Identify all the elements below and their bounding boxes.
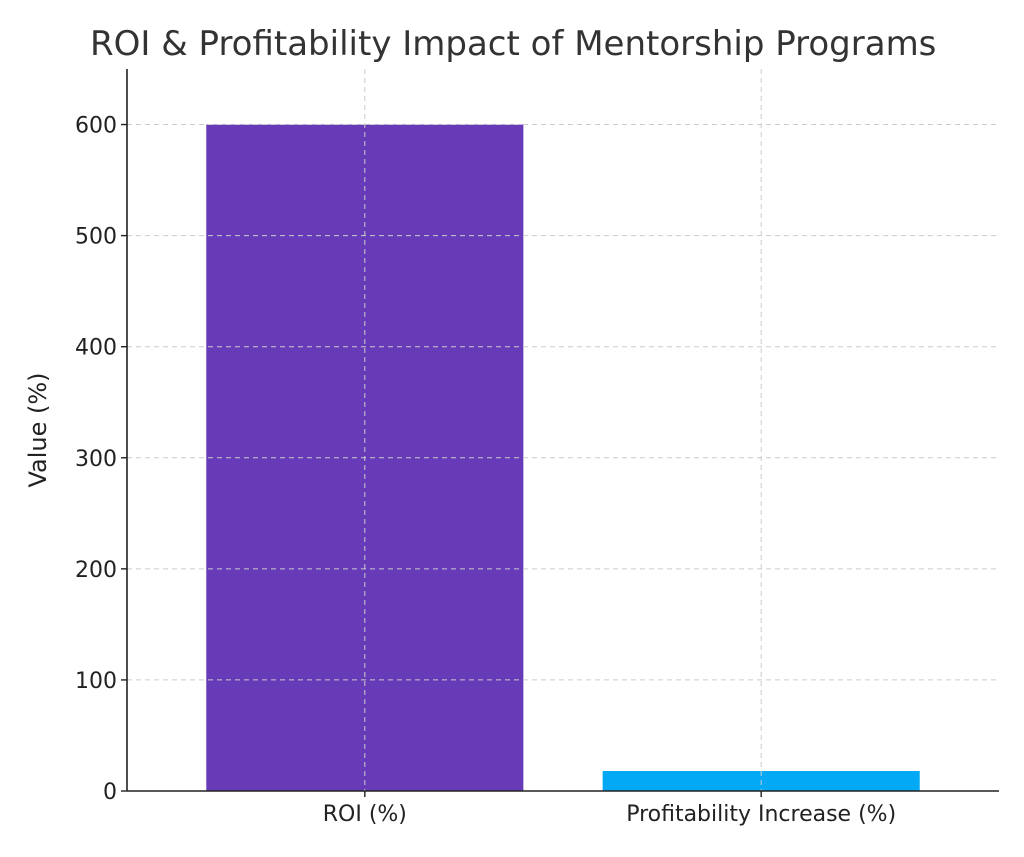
x-tick-label: Profitability Increase (%) xyxy=(626,802,896,827)
y-axis-label: Value (%) xyxy=(24,372,52,487)
y-tick-label: 400 xyxy=(75,336,117,361)
y-tick-label: 100 xyxy=(75,669,117,694)
grid xyxy=(127,69,999,791)
y-tick-label: 500 xyxy=(75,225,117,250)
x-tick-label: ROI (%) xyxy=(323,802,407,827)
y-tick-label: 300 xyxy=(75,447,117,472)
y-tick-label: 600 xyxy=(75,114,117,139)
axes xyxy=(121,69,999,797)
y-tick-label: 0 xyxy=(103,780,117,805)
chart-title: ROI & Profitability Impact of Mentorship… xyxy=(90,24,936,64)
tick-labels: 0 100 200 300 400 500 600 ROI (%) Profitability … xyxy=(75,114,896,827)
y-tick-label: 200 xyxy=(75,558,117,583)
